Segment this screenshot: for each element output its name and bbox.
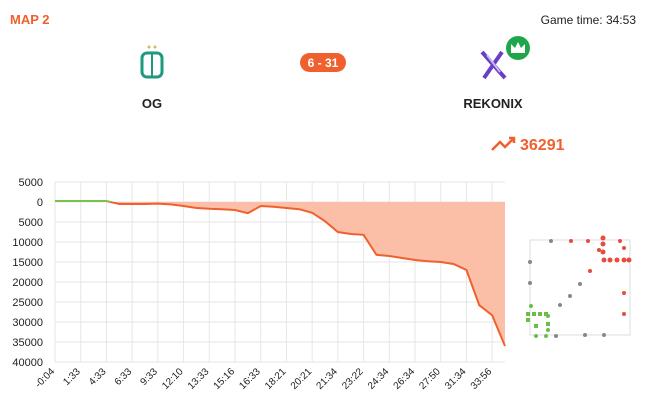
y-tick-label: 5000 <box>19 217 43 229</box>
y-tick-label: 40000 <box>12 357 43 369</box>
og-logo <box>140 45 164 79</box>
gold-lead: 36291 <box>520 137 565 154</box>
game-time: Game time: 34:53 <box>541 13 637 27</box>
y-tick-label: 30000 <box>12 317 43 329</box>
x-tick-label: 23:22 <box>340 366 366 392</box>
x-tick-label: 21:34 <box>315 366 341 392</box>
y-tick-label: 25000 <box>12 297 43 309</box>
team-right: REKONIX <box>463 96 523 111</box>
x-tick-label: 1:33 <box>61 366 83 388</box>
x-tick-label: -0:04 <box>33 366 57 390</box>
rekonix-logo <box>480 36 530 80</box>
team-left: OG <box>142 96 162 111</box>
x-tick-label: 18:21 <box>263 366 289 392</box>
x-tick-label: 31:34 <box>443 366 469 392</box>
minimap <box>526 235 632 338</box>
y-tick-label: 5000 <box>19 177 43 189</box>
trend-icon <box>491 136 516 151</box>
map-label: MAP 2 <box>10 12 50 27</box>
score: 6 - 31 <box>308 56 339 70</box>
y-tick-label: 15000 <box>12 257 43 269</box>
x-tick-label: 33:56 <box>469 366 495 392</box>
x-tick-label: 15:16 <box>212 366 238 392</box>
x-tick-label: 9:33 <box>138 366 160 388</box>
x-tick-label: 27:50 <box>417 366 443 392</box>
x-tick-label: 12:10 <box>160 366 186 392</box>
x-tick-label: 26:34 <box>392 366 418 392</box>
gold-chart: 5000 0 5000 10000 15000 20000 25000 30000 35000 4… <box>12 177 506 392</box>
y-tick-label: 35000 <box>12 337 43 349</box>
x-tick-label: 16:33 <box>237 366 263 392</box>
score-pill <box>300 53 346 72</box>
x-tick-label: 13:33 <box>186 366 212 392</box>
x-tick-label: 20:21 <box>289 366 315 392</box>
x-tick-label: 24:34 <box>366 366 392 392</box>
gold-line <box>55 200 506 347</box>
y-tick-label: 0 <box>37 197 43 209</box>
deficit-area <box>55 202 505 346</box>
x-tick-label: 6:33 <box>113 366 135 388</box>
y-tick-label: 10000 <box>12 237 43 249</box>
y-tick-label: 20000 <box>12 277 43 289</box>
x-tick-label: 4:33 <box>87 366 109 388</box>
